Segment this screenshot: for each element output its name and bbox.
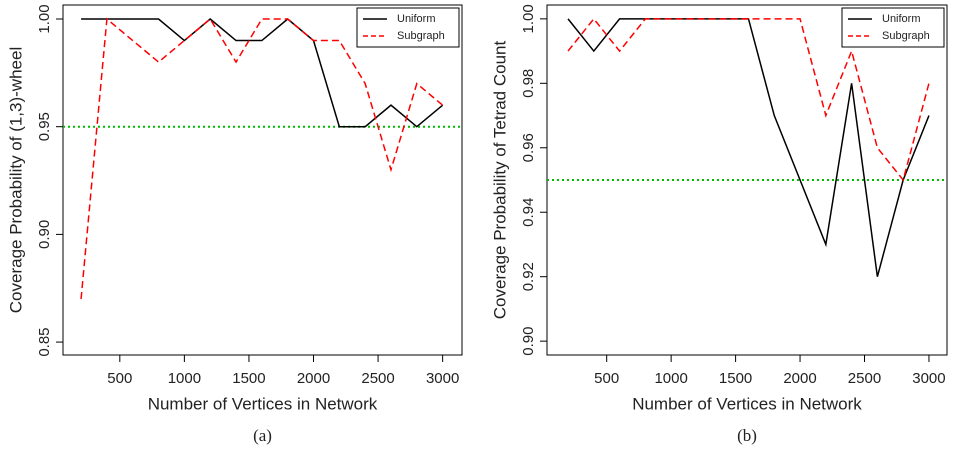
y-axis-label: Coverage Probability of (1,3)-wheel bbox=[6, 47, 25, 313]
y-tick-label: 0.96 bbox=[520, 133, 537, 162]
x-tick-label: 1500 bbox=[719, 370, 752, 387]
legend-box bbox=[356, 7, 460, 48]
data-line bbox=[567, 18, 930, 277]
x-tick-label: 500 bbox=[594, 370, 619, 387]
y-tick-label: 1.00 bbox=[36, 4, 53, 33]
data-line bbox=[81, 18, 444, 128]
data-line bbox=[80, 17, 444, 300]
x-tick-label: 2500 bbox=[361, 370, 394, 387]
x-tick-label: 1500 bbox=[232, 370, 265, 387]
x-tick-label: 2000 bbox=[783, 370, 816, 387]
x-tick-label: 2500 bbox=[848, 370, 881, 387]
x-axis-label: Number of Vertices in Network bbox=[632, 394, 862, 413]
legend-label: Subgraph bbox=[882, 30, 930, 42]
caption: (b) bbox=[737, 426, 757, 445]
x-tick-label: 2000 bbox=[297, 370, 330, 387]
legend-label: Subgraph bbox=[397, 30, 445, 42]
legend-label: Uniform bbox=[882, 13, 921, 25]
y-tick-label: 0.90 bbox=[36, 220, 53, 249]
data-line bbox=[567, 17, 930, 182]
plot-frame bbox=[62, 4, 463, 356]
y-tick-label: 0.85 bbox=[36, 327, 53, 356]
y-axis-label: Coverage Probability of Tetrad Count bbox=[490, 40, 509, 319]
y-tick-label: 0.92 bbox=[520, 262, 537, 291]
legend-box bbox=[841, 7, 945, 48]
y-tick-label: 1.00 bbox=[520, 4, 537, 33]
legend-label: Uniform bbox=[397, 13, 436, 25]
y-tick-label: 0.90 bbox=[520, 327, 537, 356]
y-tick-label: 0.95 bbox=[36, 112, 53, 141]
x-tick-label: 1000 bbox=[168, 370, 201, 387]
y-tick-label: 0.94 bbox=[520, 198, 537, 227]
x-tick-label: 3000 bbox=[912, 370, 945, 387]
y-tick-label: 0.98 bbox=[520, 69, 537, 98]
caption: (a) bbox=[253, 426, 272, 445]
x-tick-label: 3000 bbox=[426, 370, 459, 387]
x-axis-label: Number of Vertices in Network bbox=[148, 394, 378, 413]
x-tick-label: 1000 bbox=[654, 370, 687, 387]
x-tick-label: 500 bbox=[107, 370, 132, 387]
